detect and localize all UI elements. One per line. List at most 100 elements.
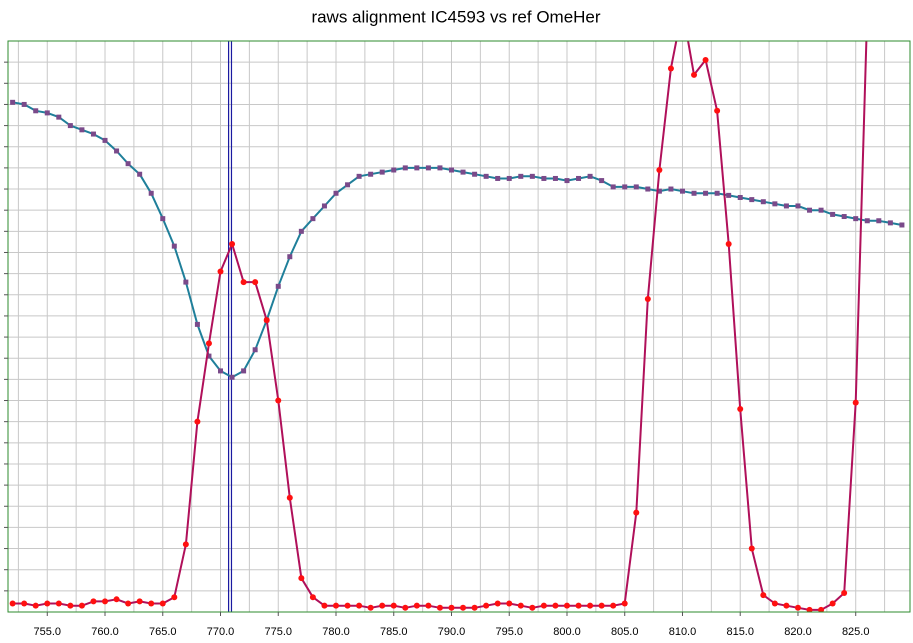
point-marker [102,137,108,143]
point-marker [667,65,674,72]
point-marker [656,188,662,194]
point-marker [275,397,282,404]
point-marker [610,602,617,609]
point-marker [298,575,305,582]
point-marker [240,279,247,286]
chart-title: raws alignment IC4593 vs ref OmeHer [311,7,600,26]
point-marker [552,602,559,609]
point-marker [9,600,16,607]
x-tick-label: 820.0 [784,626,812,638]
point-marker [252,347,258,353]
point-marker [78,602,85,609]
point-marker [159,600,166,607]
point-marker [806,606,813,612]
point-marker [841,589,848,596]
x-tick-label: 765.0 [149,626,177,638]
point-marker [182,541,189,548]
point-marker [148,190,154,196]
point-marker [67,602,74,609]
point-marker [679,188,685,194]
point-marker [807,207,813,213]
point-marker [494,600,501,607]
grid [8,41,910,612]
point-marker [668,186,674,192]
point-marker [413,602,420,609]
point-marker [102,598,109,605]
point-marker [90,131,96,137]
point-marker [67,123,73,129]
point-marker [853,216,859,222]
point-marker [298,228,304,234]
point-marker [114,148,120,154]
x-tick-label: 790.0 [438,626,466,638]
point-marker [541,175,547,181]
x-tick-label: 775.0 [264,626,292,638]
x-tick-label: 810.0 [669,626,697,638]
point-marker [517,602,524,609]
point-marker [333,190,339,196]
x-tick-label: 825.0 [842,626,870,638]
point-marker [414,165,420,171]
point-marker [137,171,143,177]
point-marker [876,218,882,224]
point-marker [391,167,397,173]
point-marker [575,602,582,609]
point-marker [899,222,905,228]
point-marker [402,604,409,611]
point-marker [852,399,859,406]
x-axis: 755.0 760.0 765.0 770.0 775.0 780.0 785.0 790.0… [4,61,870,638]
point-marker [598,602,605,609]
point-marker [656,167,663,174]
point-marker [714,107,721,114]
point-marker [21,600,28,607]
point-marker [794,604,801,611]
point-marker [887,220,893,226]
point-marker [33,108,39,114]
point-marker [818,207,824,213]
point-marker [644,296,651,303]
point-marker [448,167,454,173]
point-marker [194,321,200,327]
point-marker [56,114,62,120]
point-marker [148,600,155,607]
point-marker [483,173,489,179]
point-marker [506,600,513,607]
x-tick-label: 800.0 [553,626,581,638]
point-marker [113,596,120,603]
point-marker [367,604,374,611]
point-marker [90,598,97,605]
point-marker [576,175,582,181]
point-marker [587,173,593,179]
point-marker [390,602,397,609]
point-marker [691,190,697,196]
point-marker [726,192,732,198]
point-marker [748,545,755,552]
point-marker [437,165,443,171]
point-marker [552,175,558,181]
point-marker [55,600,62,607]
point-marker [194,418,201,425]
point-marker [633,509,640,516]
point-marker [263,317,270,324]
point-marker [621,600,628,607]
x-tick-label: 805.0 [611,626,639,638]
point-marker [32,602,39,609]
x-tick-label: 770.0 [207,626,235,638]
point-marker [309,594,316,601]
x-tick-label: 780.0 [322,626,350,638]
point-marker [252,279,259,286]
point-marker [344,602,351,609]
point-marker [402,165,408,171]
x-tick-label: 795.0 [495,626,523,638]
point-marker [691,71,698,78]
point-marker [436,604,443,611]
point-marker [702,57,709,64]
point-marker [540,602,547,609]
x-tick-label: 815.0 [726,626,754,638]
point-marker [749,197,755,203]
point-marker [529,173,535,179]
point-marker [725,241,732,248]
point-marker [622,184,628,190]
point-marker [136,598,143,605]
point-marker [483,602,490,609]
